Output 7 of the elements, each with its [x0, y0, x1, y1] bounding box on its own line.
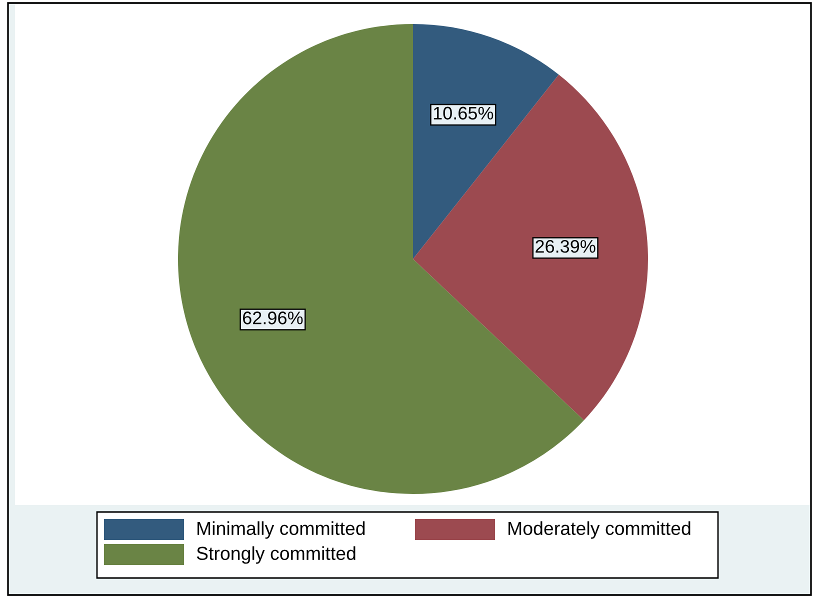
legend-label: Strongly committed — [196, 546, 356, 564]
pie-slice — [413, 74, 648, 420]
data-label: 26.39% — [536, 240, 596, 253]
legend-label: Minimally committed — [198, 521, 365, 539]
data-label: 62.96% — [243, 312, 303, 324]
data-label: 10.65% — [434, 106, 494, 120]
legend-label: Moderately committed — [508, 521, 690, 539]
